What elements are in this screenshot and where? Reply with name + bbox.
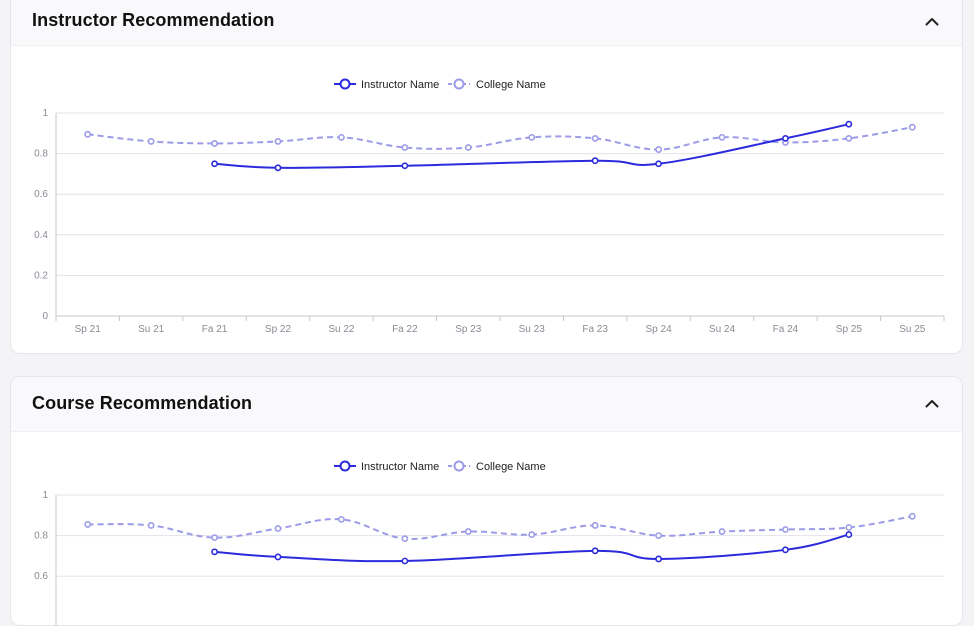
x-tick-label: Su 21 [138, 324, 165, 335]
college-point[interactable] [908, 512, 916, 520]
instructor-point[interactable] [782, 134, 789, 142]
course-recommendation-header: Course Recommendation [11, 377, 962, 432]
x-tick-label: Su 24 [709, 324, 736, 335]
x-tick-label: Fa 22 [392, 324, 418, 335]
instructor-recommendation-header: Instructor Recommendation [11, 0, 962, 46]
legend-label-instructor: Instructor Name [361, 79, 439, 91]
x-tick-label: Su 25 [899, 324, 926, 335]
college-point[interactable] [655, 146, 662, 153]
chevron-up-icon [925, 399, 939, 407]
college-point[interactable] [84, 130, 92, 138]
college-line [87, 515, 913, 541]
college-point[interactable] [401, 144, 409, 151]
legend-item-college[interactable]: College Name [448, 78, 546, 91]
y-tick-label: 0.8 [34, 149, 48, 160]
y-tick-label: 0.6 [34, 571, 48, 582]
instructor-point[interactable] [591, 157, 599, 165]
legend-label-instructor: Instructor Name [361, 461, 439, 473]
instructor-point[interactable] [591, 547, 599, 555]
legend-item-college[interactable]: College Name [448, 460, 546, 473]
college-point[interactable] [464, 144, 472, 151]
x-tick-label: Sp 21 [75, 324, 102, 335]
college-point[interactable] [782, 526, 789, 533]
x-tick-label: Fa 23 [582, 324, 608, 335]
chevron-up-icon [925, 17, 939, 25]
x-tick-label: Fa 21 [202, 324, 228, 335]
collapse-course-button[interactable] [920, 391, 944, 415]
y-tick-label: 1 [42, 490, 48, 501]
chart-legend[interactable]: Instructor Name College Name [334, 78, 546, 91]
college-point[interactable] [591, 522, 599, 529]
x-tick-label: Sp 22 [265, 324, 292, 335]
course-recommendation-card: Course Recommendation Instructor Name Col… [10, 376, 963, 626]
y-tick-label: 0.8 [34, 531, 48, 542]
course-recommendation-title: Course Recommendation [32, 393, 253, 413]
instructor-point[interactable] [655, 555, 662, 563]
collapse-instructor-button[interactable] [920, 9, 944, 33]
instructor-point[interactable] [845, 531, 853, 538]
x-axis: Sp 21 Su 21 Fa 21 Sp 22 Su 22 Fa 22 Sp 23 Su 23… [55, 316, 945, 335]
y-tick-label: 0.2 [34, 270, 48, 281]
college-point[interactable] [718, 133, 726, 141]
college-point[interactable] [655, 532, 662, 539]
instructor-recommendation-card: Instructor Recommendation Instructor Nam… [10, 0, 963, 354]
college-point[interactable] [338, 515, 345, 523]
college-point[interactable] [591, 134, 599, 142]
college-point[interactable] [338, 133, 345, 141]
y-tick-label: 1 [42, 108, 48, 119]
instructor-point[interactable] [845, 120, 853, 128]
instructor-point[interactable] [401, 557, 409, 565]
legend-label-college: College Name [476, 461, 546, 473]
college-point[interactable] [528, 133, 536, 141]
college-point[interactable] [211, 140, 218, 147]
college-point[interactable] [845, 134, 853, 142]
college-point[interactable] [274, 138, 282, 145]
chart-legend[interactable]: Instructor Name College Name [334, 460, 546, 473]
series-instructor [211, 531, 853, 565]
college-point[interactable] [908, 123, 916, 131]
college-point[interactable] [528, 531, 536, 538]
college-line [87, 126, 913, 151]
x-tick-label: Sp 23 [455, 324, 482, 335]
instructor-recommendation-chart: Instructor Name College Name 0 0.2 0.4 0.6 0.8… [34, 78, 945, 335]
instructor-point[interactable] [274, 164, 282, 172]
college-point[interactable] [147, 522, 155, 529]
legend-item-instructor[interactable]: Instructor Name [334, 78, 439, 91]
instructor-point[interactable] [401, 162, 409, 170]
instructor-line [214, 123, 850, 169]
x-tick-label: Su 23 [519, 324, 546, 335]
college-point[interactable] [401, 535, 409, 543]
instructor-line [214, 533, 850, 563]
college-point[interactable] [84, 521, 92, 528]
legend-item-instructor[interactable]: Instructor Name [334, 460, 439, 473]
x-tick-label: Sp 24 [646, 324, 673, 335]
instructor-point[interactable] [782, 546, 789, 554]
y-tick-label: 0.4 [34, 230, 48, 241]
series-college [84, 123, 916, 153]
x-tick-label: Sp 25 [836, 324, 863, 335]
series-instructor [211, 120, 853, 172]
college-point[interactable] [845, 524, 853, 531]
instructor-point[interactable] [274, 553, 282, 561]
college-point[interactable] [147, 138, 155, 145]
college-point[interactable] [211, 534, 218, 542]
legend-label-college: College Name [476, 79, 546, 91]
x-tick-label: Fa 24 [773, 324, 799, 335]
instructor-point[interactable] [211, 548, 218, 556]
y-tick-label: 0 [42, 311, 48, 322]
y-grid: 0 0.2 0.4 0.6 0.8 1 [34, 108, 944, 322]
x-tick-label: Su 22 [328, 324, 355, 335]
college-point[interactable] [274, 525, 282, 532]
y-tick-label: 0.6 [34, 189, 48, 200]
instructor-recommendation-title: Instructor Recommendation [32, 10, 275, 30]
y-grid: 0.6 0.8 1 [34, 490, 944, 582]
instructor-point[interactable] [211, 160, 218, 168]
course-recommendation-chart: Instructor Name College Name 0.6 0.8 1 [34, 460, 944, 625]
college-point[interactable] [464, 528, 472, 535]
instructor-point[interactable] [655, 160, 662, 168]
college-point[interactable] [718, 528, 726, 535]
series-college [84, 512, 916, 543]
